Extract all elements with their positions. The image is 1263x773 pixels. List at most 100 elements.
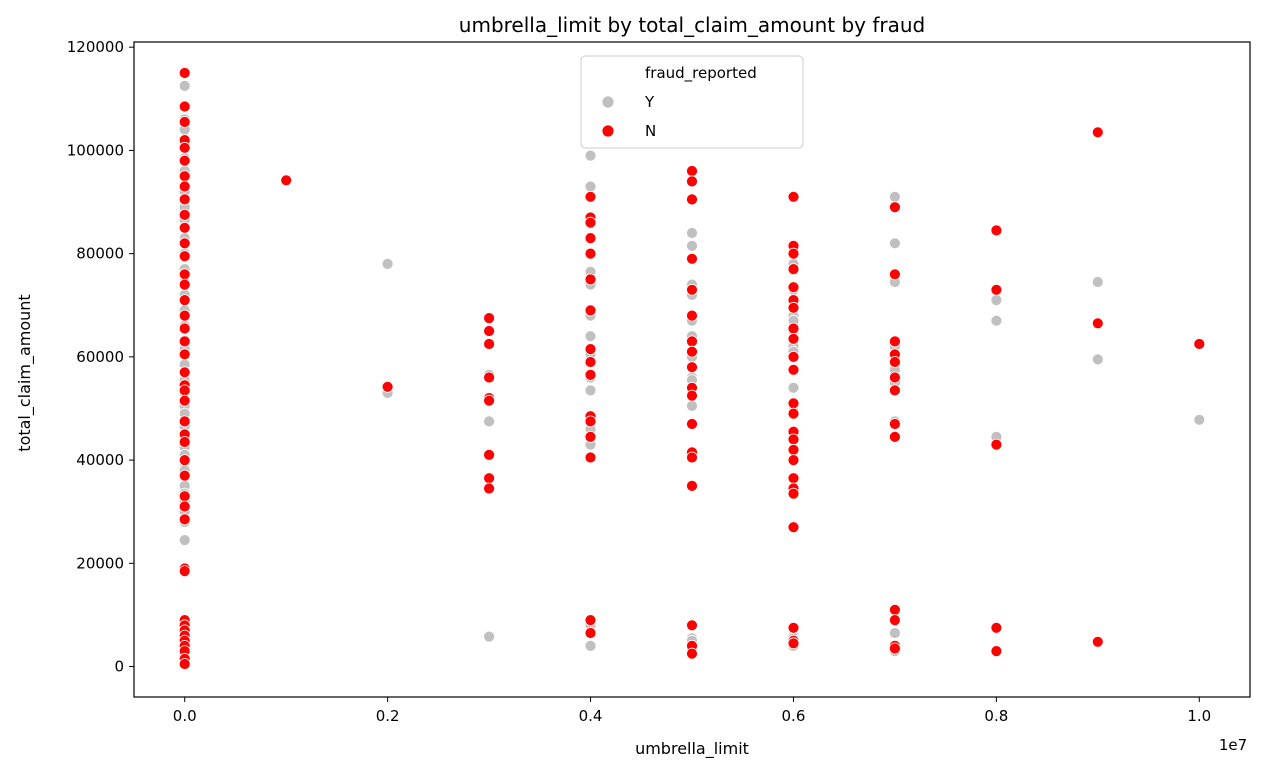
point-n-46 — [483, 325, 496, 337]
point-n-114 — [889, 335, 901, 348]
point-n-70 — [686, 165, 698, 177]
point-n-57 — [584, 232, 597, 245]
point-n-112 — [889, 201, 901, 214]
point-n-88 — [787, 190, 800, 203]
point-n-9 — [178, 208, 191, 221]
point-n-50 — [483, 394, 496, 407]
chart-title: umbrella_limit by total_claim_amount by … — [459, 13, 925, 37]
point-n-11 — [178, 237, 191, 250]
point-n-107 — [787, 487, 800, 500]
y-tick-label: 20000 — [76, 554, 124, 572]
point-n-96 — [787, 332, 800, 345]
point-n-14 — [178, 278, 191, 291]
point-y-105 — [990, 314, 1003, 327]
point-n-129 — [990, 645, 1003, 657]
point-n-71 — [686, 175, 698, 188]
point-n-73 — [686, 252, 698, 265]
point-y-94 — [889, 237, 901, 250]
point-n-72 — [686, 193, 698, 206]
point-n-42 — [178, 658, 191, 670]
point-n-75 — [686, 309, 698, 322]
point-y-104 — [990, 294, 1003, 307]
point-n-132 — [1091, 635, 1104, 648]
y-tick-label: 40000 — [76, 451, 124, 469]
plot-area — [178, 67, 1206, 670]
point-n-60 — [584, 304, 597, 317]
point-n-0 — [178, 67, 191, 79]
point-n-56 — [584, 216, 597, 229]
point-n-77 — [686, 345, 698, 358]
point-y-49 — [483, 415, 496, 428]
point-n-44 — [381, 380, 394, 393]
point-y-85 — [787, 381, 800, 394]
legend-label-n: N — [645, 122, 656, 140]
point-n-62 — [584, 356, 597, 368]
legend: fraud_reported Y N — [580, 55, 804, 149]
point-n-65 — [584, 415, 597, 428]
point-n-54 — [584, 190, 597, 203]
point-n-30 — [178, 500, 191, 513]
point-n-48 — [483, 371, 496, 384]
axes-frame — [133, 41, 1251, 698]
x-tick-label: 0.6 — [782, 707, 806, 725]
point-n-29 — [178, 490, 191, 503]
point-n-59 — [584, 273, 597, 286]
point-n-74 — [686, 283, 698, 296]
point-n-27 — [178, 454, 191, 467]
point-y-52 — [584, 180, 597, 193]
point-n-8 — [178, 193, 191, 206]
point-n-53 — [483, 482, 496, 495]
legend-frame — [580, 55, 804, 149]
point-n-121 — [889, 603, 901, 616]
point-y-59 — [584, 384, 597, 397]
point-n-45 — [483, 312, 496, 325]
point-n-103 — [787, 443, 800, 456]
point-n-122 — [889, 614, 901, 626]
y-tick-label: 80000 — [76, 245, 124, 263]
point-n-22 — [178, 384, 191, 397]
point-n-119 — [889, 418, 901, 430]
point-n-105 — [787, 472, 800, 485]
point-n-98 — [787, 363, 800, 376]
point-n-15 — [178, 294, 191, 307]
point-n-87 — [686, 647, 698, 660]
x-axis-label: umbrella_limit — [635, 739, 749, 759]
series-n — [178, 67, 1206, 670]
point-n-113 — [889, 268, 901, 281]
x-axis-offset-label: 1e7 — [1219, 736, 1247, 754]
point-n-10 — [178, 221, 191, 234]
point-n-95 — [787, 322, 800, 335]
point-n-108 — [787, 521, 800, 534]
y-tick-label: 120000 — [67, 38, 124, 56]
point-n-117 — [889, 371, 901, 384]
point-y-109 — [1193, 413, 1206, 426]
point-n-130 — [1091, 126, 1104, 139]
point-n-52 — [483, 472, 496, 485]
point-n-85 — [686, 619, 698, 632]
point-n-97 — [787, 350, 800, 363]
point-n-26 — [178, 436, 191, 448]
x-tick-label: 0.8 — [984, 707, 1008, 725]
point-n-33 — [178, 565, 191, 577]
point-n-118 — [889, 384, 901, 397]
point-n-99 — [787, 397, 800, 410]
point-y-0 — [178, 80, 191, 92]
point-n-94 — [787, 301, 800, 314]
point-n-47 — [483, 338, 496, 350]
point-n-92 — [787, 281, 800, 294]
y-tick-label: 100000 — [67, 141, 124, 159]
point-n-12 — [178, 250, 191, 263]
point-n-51 — [483, 448, 496, 461]
point-n-43 — [280, 174, 293, 187]
point-n-58 — [584, 247, 597, 260]
point-n-81 — [686, 418, 698, 430]
x-tick-label: 1.0 — [1187, 707, 1211, 725]
legend-title: fraud_reported — [645, 64, 757, 83]
axes: 0.0 0.2 0.4 0.6 0.8 1.0 0 20000 40000 60000 80000 1… — [67, 38, 1251, 725]
point-n-1 — [178, 100, 191, 113]
legend-marker-y — [601, 95, 615, 109]
point-n-61 — [584, 343, 597, 356]
x-tick-label: 0.2 — [376, 707, 400, 725]
point-n-76 — [686, 335, 698, 348]
